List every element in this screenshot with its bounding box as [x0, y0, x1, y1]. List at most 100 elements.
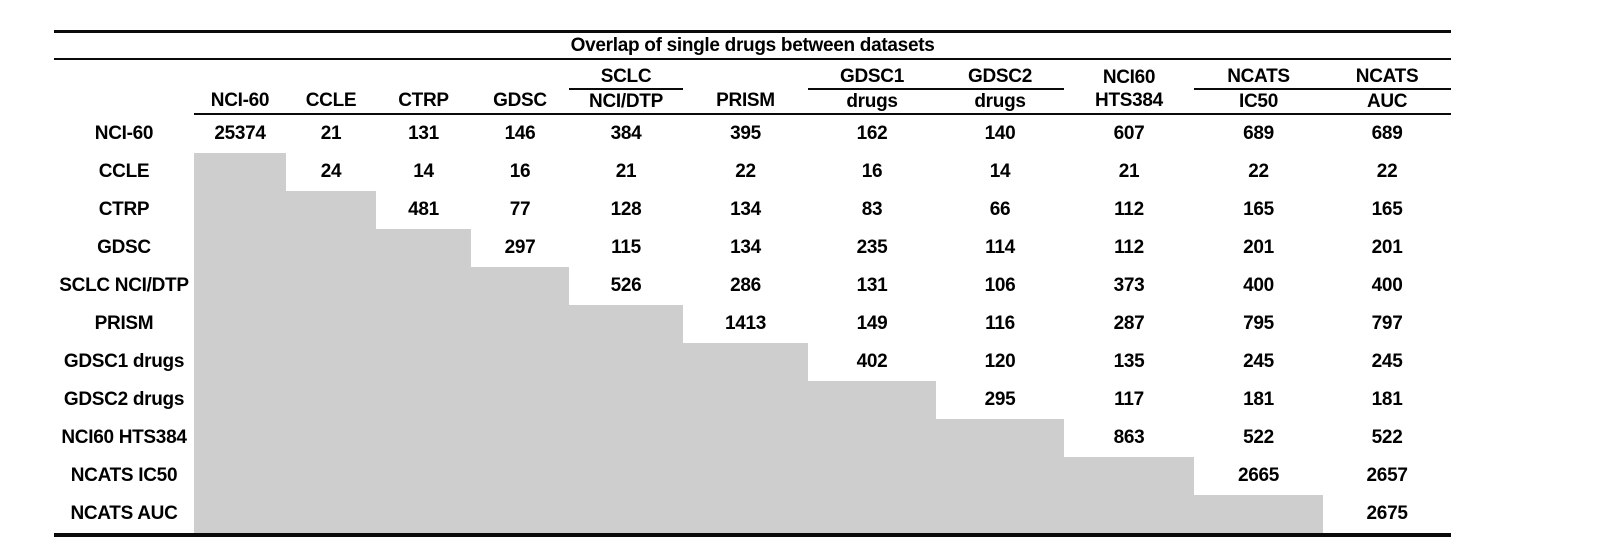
- matrix-cell-4-6: 131: [856, 275, 888, 296]
- matrix-cell-5-6: 149: [856, 313, 888, 334]
- matrix-cell-4-9: 400: [1243, 275, 1274, 296]
- shaded-cell: [376, 267, 471, 305]
- row-label: CCLE: [98, 161, 150, 182]
- matrix-cell-1-6: 16: [861, 161, 883, 182]
- column-header-10: AUC: [1323, 89, 1452, 115]
- matrix-cell-5-9: 795: [1243, 313, 1274, 334]
- shaded-cell: [376, 343, 471, 381]
- matrix-cell-10-10: 2675: [1366, 503, 1408, 524]
- shaded-cell: [286, 305, 376, 343]
- shaded-cell: [376, 305, 471, 343]
- shaded-cell: [376, 457, 471, 495]
- table-row-prism: PRISM 1413 149 116 287 795 797: [54, 305, 1451, 343]
- matrix-cell-6-8: 135: [1113, 351, 1145, 372]
- column-group-label-9: NCATS: [1194, 59, 1323, 90]
- column-group-label-2: [376, 59, 471, 89]
- shaded-cell: [569, 495, 683, 535]
- matrix-cell-0-2: 131: [408, 123, 439, 144]
- matrix-cell-2-7: 66: [989, 199, 1011, 220]
- table-row-sclc-nci-dtp: SCLC NCI/DTP 526 286 131 106 373 400 400: [54, 267, 1451, 305]
- matrix-cell-4-8: 373: [1113, 275, 1145, 296]
- shaded-cell: [194, 229, 286, 267]
- title-row: Overlap of single drugs between datasets: [54, 31, 1452, 60]
- column-header-row: NCI-60 CCLE CTRP GDSC NCI/DTP PRISM drugs drugs…: [54, 89, 1452, 115]
- shaded-cell: [286, 381, 376, 419]
- matrix-cell-7-9: 181: [1243, 389, 1274, 410]
- matrix-cell-1-4: 21: [615, 161, 637, 182]
- matrix-cell-9-10: 2657: [1366, 465, 1408, 486]
- matrix-cell-9-9: 2665: [1237, 465, 1280, 486]
- shaded-cell: [471, 495, 569, 535]
- matrix-cell-4-10: 400: [1371, 275, 1403, 296]
- row-label: NCATS AUC: [70, 503, 178, 524]
- column-header-0: NCI-60: [194, 89, 286, 115]
- row-header-spacer: [54, 89, 194, 114]
- matrix-cell-2-5: 134: [730, 199, 761, 220]
- table-row-gdsc: GDSC 297 115 134 235 114 112 201 201: [54, 229, 1451, 267]
- shaded-cell: [683, 457, 808, 495]
- column-header-9: IC50: [1194, 89, 1323, 115]
- shaded-cell: [471, 343, 569, 381]
- table-row-nci60-hts384: NCI60 HTS384 863 522 522: [54, 419, 1451, 457]
- shaded-cell: [936, 457, 1064, 495]
- matrix-cell-5-8: 287: [1113, 313, 1145, 334]
- matrix-cell-3-4: 115: [611, 237, 641, 258]
- column-group-label-5: [683, 59, 808, 89]
- matrix-cell-6-7: 120: [984, 351, 1016, 372]
- matrix-cell-1-9: 22: [1248, 161, 1269, 182]
- matrix-cell-2-6: 83: [861, 199, 883, 220]
- shaded-cell: [286, 267, 376, 305]
- column-group-label-8: NCI60: [1102, 67, 1156, 88]
- shaded-cell: [471, 381, 569, 419]
- table-row-gdsc2-drugs: GDSC2 drugs 295 117 181 181: [54, 381, 1451, 419]
- row-label: SCLC NCI/DTP: [59, 275, 189, 296]
- matrix-cell-6-9: 245: [1243, 351, 1274, 372]
- shaded-cell: [194, 305, 286, 343]
- table-row-ncats-auc: NCATS AUC 2675: [54, 495, 1451, 535]
- row-label: GDSC1 drugs: [63, 351, 185, 372]
- shaded-cell: [569, 419, 683, 457]
- column-header-6: drugs: [808, 89, 936, 115]
- shaded-cell: [376, 229, 471, 267]
- matrix-cell-6-6: 402: [856, 351, 888, 372]
- shaded-cell: [569, 381, 683, 419]
- matrix-cell-1-3: 16: [509, 161, 531, 182]
- matrix-cell-8-9: 522: [1243, 427, 1274, 448]
- shaded-cell: [376, 419, 471, 457]
- matrix-cell-0-6: 162: [856, 123, 888, 144]
- shaded-cell: [808, 381, 936, 419]
- matrix-cell-0-3: 146: [504, 123, 536, 144]
- column-header-7: drugs: [936, 89, 1064, 115]
- shaded-cell: [808, 457, 936, 495]
- row-label: CTRP: [98, 199, 150, 220]
- shaded-cell: [808, 495, 936, 535]
- shaded-cell: [936, 419, 1064, 457]
- matrix-cell-3-10: 201: [1371, 237, 1403, 258]
- row-label: GDSC2 drugs: [63, 389, 185, 410]
- matrix-cell-0-7: 140: [984, 123, 1016, 144]
- matrix-cell-7-7: 295: [984, 389, 1016, 410]
- matrix-cell-1-7: 14: [989, 161, 1011, 182]
- shaded-cell: [471, 457, 569, 495]
- matrix-cell-3-8: 112: [1114, 237, 1144, 258]
- shaded-cell: [471, 419, 569, 457]
- column-header-5: PRISM: [683, 89, 808, 115]
- matrix-cell-2-2: 481: [408, 199, 439, 220]
- matrix-cell-7-8: 117: [1114, 389, 1144, 410]
- matrix-cell-7-10: 181: [1371, 389, 1403, 410]
- row-label: GDSC: [97, 237, 151, 258]
- matrix-cell-3-6: 235: [856, 237, 888, 258]
- matrix-cell-0-5: 395: [730, 123, 761, 144]
- matrix-cell-5-5: 1413: [724, 313, 767, 334]
- table-row-ncats-ic50: NCATS IC50 2665 2657: [54, 457, 1451, 495]
- column-group-label-0: [194, 59, 286, 89]
- shaded-cell: [1194, 495, 1323, 535]
- shaded-cell: [683, 381, 808, 419]
- shaded-cell: [683, 343, 808, 381]
- column-group-row: SCLC GDSC1 GDSC2 NCI60 NCATS NCATS: [54, 59, 1452, 90]
- matrix-cell-1-2: 14: [413, 161, 434, 182]
- matrix-cell-1-5: 22: [735, 161, 756, 182]
- matrix-cell-2-8: 112: [1114, 199, 1144, 220]
- row-header-spacer: [54, 59, 194, 89]
- table-body: Overlap of single drugs between datasets…: [54, 31, 1452, 535]
